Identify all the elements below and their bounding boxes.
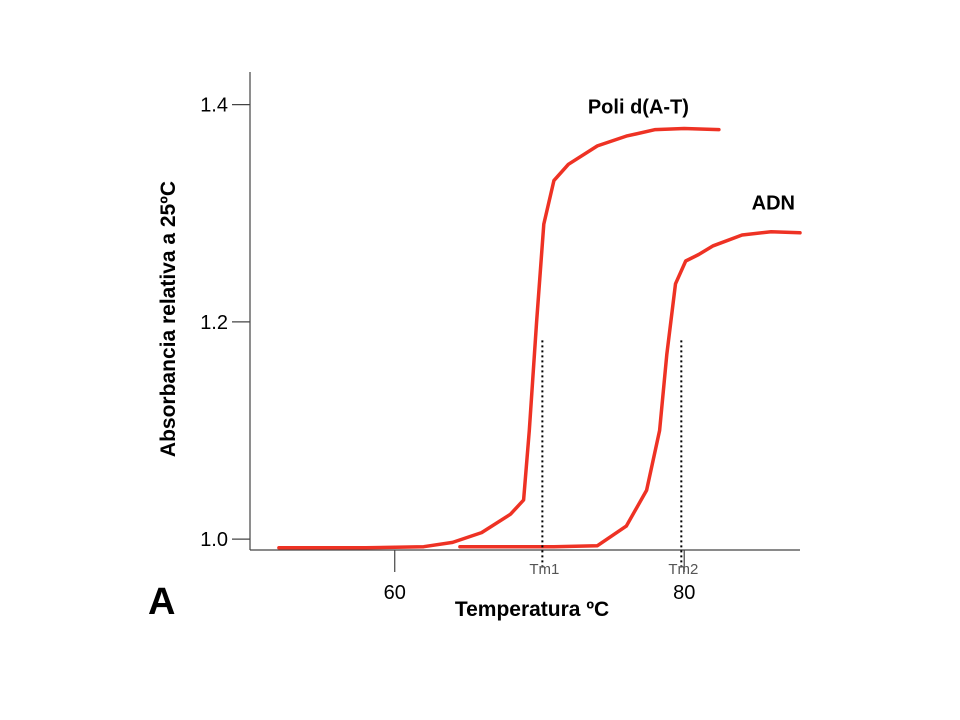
y-tick-label: 1.2 (200, 312, 228, 334)
chart-axes (232, 72, 800, 572)
y-tick-label: 1.0 (200, 529, 228, 551)
chart-text-layer: 1.0 1.2 1.4 60 80 Temperatura ºC Absorbancia r… (148, 95, 795, 623)
x-axis-title: Temperatura ºC (455, 598, 609, 621)
series-label-1: Poli d(A-T) (588, 97, 689, 119)
y-tick-label: 1.4 (200, 95, 228, 117)
series-line-1 (277, 126, 721, 550)
chart-series-layer (277, 126, 802, 550)
tm-marker-layer (541, 340, 683, 570)
series-line-2 (458, 229, 802, 549)
series-label-2: ADN (752, 192, 795, 214)
panel-label: A (148, 581, 175, 623)
x-tick-label: 60 (384, 582, 406, 604)
x-tick-label: 80 (673, 582, 695, 604)
tm-marker-label-2: Tm2 (668, 561, 698, 578)
tm-marker-label-1: Tm1 (529, 561, 559, 578)
y-axis-title: Absorbancia relativa a 25ºC (157, 181, 180, 457)
